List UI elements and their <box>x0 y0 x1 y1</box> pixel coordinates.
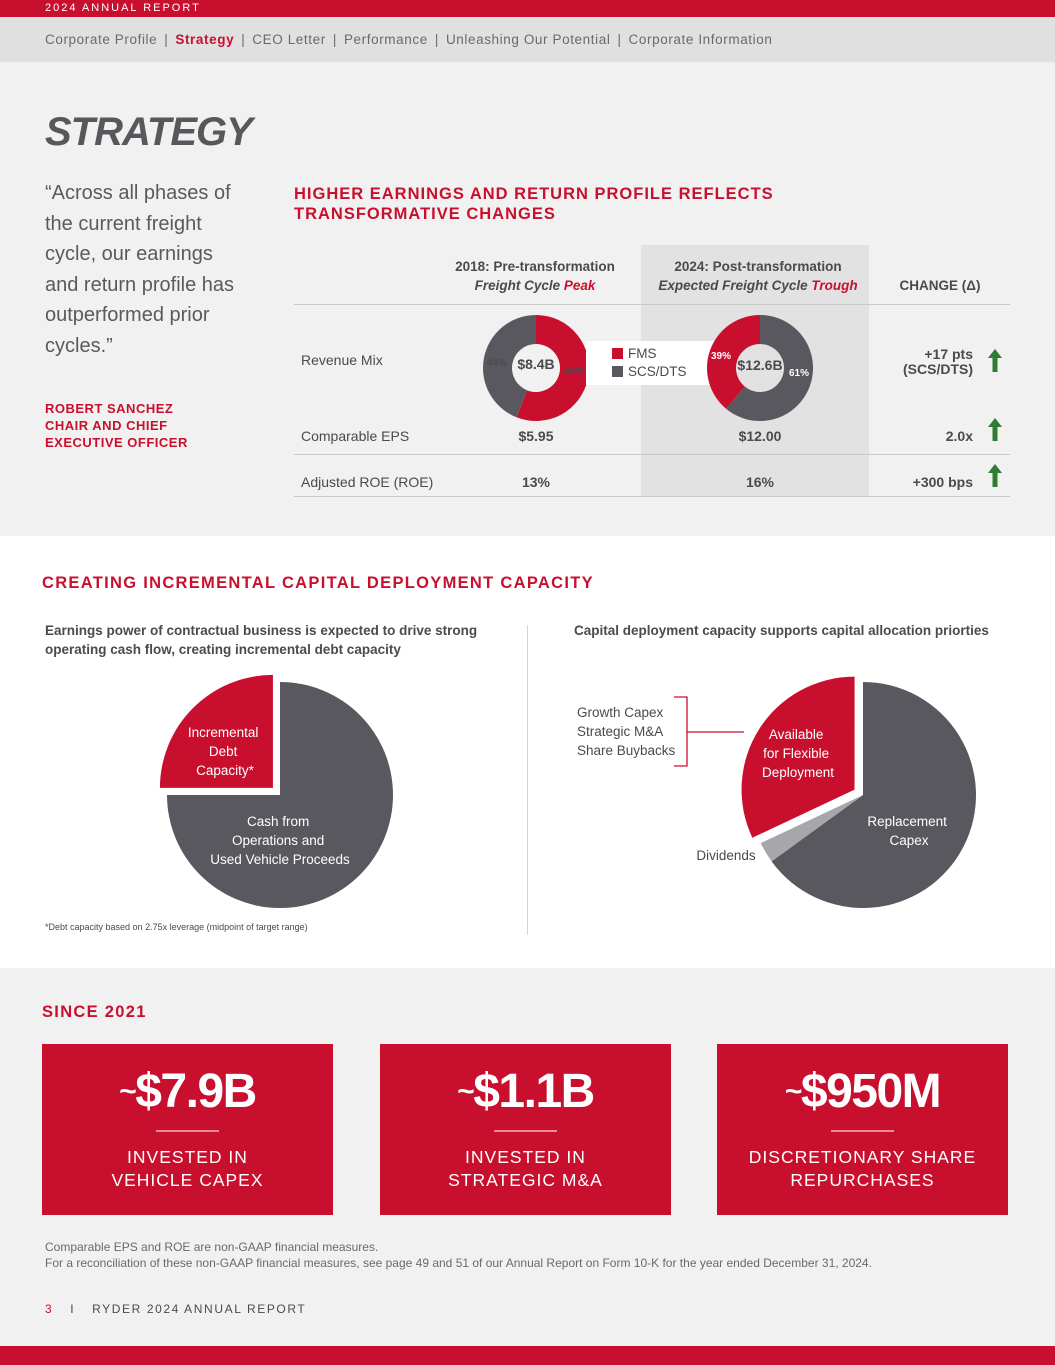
stat-rule <box>494 1130 557 1132</box>
capital-section-title: CREATING INCREMENTAL CAPITAL DEPLOYMENT … <box>42 574 594 592</box>
donut-fms-pct: 39% <box>711 351 731 362</box>
capital-deployment-pie: Available for Flexible Deployment Replac… <box>577 676 976 908</box>
table-divider <box>294 454 1010 455</box>
chart-divider <box>527 625 528 935</box>
donut-scs-pct: 44% <box>487 358 507 369</box>
stat-value: ~$1.1B <box>457 1065 595 1118</box>
stat-label: INVESTED IN STRATEGIC M&A <box>448 1147 603 1190</box>
quote-attribution: ROBERT SANCHEZ CHAIR AND CHIEF EXECUTIVE… <box>45 401 188 450</box>
non-gaap-disclaimer: Comparable EPS and ROE are non-GAAP fina… <box>45 1240 872 1270</box>
donut-fms-pct: 56% <box>564 366 584 377</box>
row-label-adjusted-roe: Adjusted ROE (ROE) <box>301 474 434 490</box>
legend-swatch-scs <box>612 366 623 377</box>
legend-swatch-fms <box>612 348 623 359</box>
col-header-2024: 2024: Post-transformation Expected Freig… <box>658 259 858 293</box>
donut-slice-fms <box>707 315 760 409</box>
roe-2018-value: 13% <box>521 474 551 490</box>
revenue-mix-2018-donut: $8.4B 56% 44% <box>483 315 589 421</box>
donut-slice-scs-dts <box>726 315 813 421</box>
section-nav: Corporate Profile | Strategy | CEO Letter | Pe… <box>0 17 1055 62</box>
legend-scs: SCS/DTS <box>612 364 687 379</box>
left-chart-subhead: Earnings power of contractual business i… <box>45 623 478 657</box>
nav-strategy[interactable]: Strategy <box>175 32 235 47</box>
right-chart-subhead: Capital deployment capacity supports cap… <box>574 623 989 638</box>
donut-scs-pct: 61% <box>789 368 809 379</box>
debt-capacity-footnote: *Debt capacity based on 2.75x leverage (… <box>45 922 308 932</box>
pie-label-dividends: Dividends <box>696 848 756 863</box>
stat-value: ~$950M <box>784 1065 942 1118</box>
up-arrow-icon <box>988 418 1002 441</box>
stat-label: INVESTED IN VEHICLE CAPEX <box>111 1147 264 1190</box>
change-roe: +300 bps <box>912 474 973 490</box>
stat-value: ~$7.9B <box>119 1065 257 1118</box>
top-report-bar: 2024 ANNUAL REPORT <box>0 0 1055 17</box>
footer-title: RYDER 2024 ANNUAL REPORT <box>92 1302 307 1316</box>
nav-performance[interactable]: Performance <box>343 32 428 47</box>
table-title: HIGHER EARNINGS AND RETURN PROFILE REFLE… <box>294 185 774 223</box>
change-eps: 2.0x <box>945 428 973 444</box>
up-arrow-icon <box>988 464 1002 487</box>
stat-label: DISCRETIONARY SHARE REPURCHASES <box>748 1147 977 1190</box>
pie-label-cash-from-operations: Cash from Operations and Used Vehicle Pr… <box>210 814 350 867</box>
pie-slice-dividends <box>760 795 863 862</box>
ceo-quote: “Across all phases of the current freigh… <box>45 182 235 357</box>
pie-label-uses: Growth Capex Strategic M&A Share Buyback… <box>577 705 676 758</box>
pie-slice-cash-from-operations <box>167 682 393 908</box>
col-header-2018: 2018: Pre-transformation Freight Cycle P… <box>455 259 615 293</box>
change-revenue-mix: +17 pts (SCS/DTS) <box>903 346 973 377</box>
legend-fms: FMS <box>612 346 657 361</box>
pie-label-replacement-capex: Replacement Capex <box>867 814 950 848</box>
table-divider <box>294 496 1010 497</box>
donut-slice-scs-dts <box>483 315 536 418</box>
nav-unleashing-our-potential[interactable]: Unleashing Our Potential <box>445 32 611 47</box>
strategy-section <box>0 62 1055 536</box>
since-2021-title: SINCE 2021 <box>42 1003 147 1021</box>
stat-rule <box>156 1130 219 1132</box>
bottom-bar <box>0 1346 1055 1365</box>
revenue-mix-legend: FMS SCS/DTS <box>586 341 726 385</box>
debt-capacity-pie: Incremental Debt Capacity* Cash from Ope… <box>159 674 393 908</box>
roe-2024-value: 16% <box>745 474 775 490</box>
donut-center-label: $12.6B <box>737 357 782 373</box>
eps-2018-value: $5.95 <box>518 428 554 444</box>
pie-label-available-flexible: Available for Flexible Deployment <box>762 727 834 780</box>
bracket-connector <box>674 696 744 767</box>
report-label: 2024 ANNUAL REPORT <box>45 2 201 14</box>
donut-center-label: $8.4B <box>517 356 554 372</box>
page-footer: 3 I RYDER 2024 ANNUAL REPORT <box>45 1302 307 1316</box>
eps-2024-value: $12.00 <box>738 428 782 444</box>
table-divider <box>294 304 1010 305</box>
stat-card-strategic-ma: ~$1.1B INVESTED IN STRATEGIC M&A <box>380 1044 671 1215</box>
revenue-mix-2024-donut: $12.6B 39% 61% <box>707 315 813 421</box>
up-arrow-icon <box>988 349 1002 372</box>
pie-slice-incremental-debt <box>159 674 273 788</box>
stat-card-share-repurchases: ~$950M DISCRETIONARY SHARE REPURCHASES <box>717 1044 1008 1215</box>
nav-corporate-profile[interactable]: Corporate Profile <box>45 32 158 47</box>
nav-ceo-letter[interactable]: CEO Letter <box>252 32 326 47</box>
donut-slice-fms <box>516 315 589 421</box>
stat-rule <box>831 1130 894 1132</box>
row-label-revenue-mix: Revenue Mix <box>301 352 383 368</box>
nav-corporate-information[interactable]: Corporate Information <box>628 32 773 47</box>
page-title: STRATEGY <box>45 110 253 154</box>
pie-slice-replacement-capex <box>771 682 976 908</box>
pie-label-incremental-debt: Incremental Debt Capacity* <box>188 725 262 778</box>
page-number: 3 <box>45 1302 54 1316</box>
col-header-change: CHANGE (Δ) <box>899 278 981 293</box>
row-label-comparable-eps: Comparable EPS <box>301 428 410 444</box>
stat-card-vehicle-capex: ~$7.9B INVESTED IN VEHICLE CAPEX <box>42 1044 333 1215</box>
pie-slice-available-flexible <box>741 676 855 838</box>
